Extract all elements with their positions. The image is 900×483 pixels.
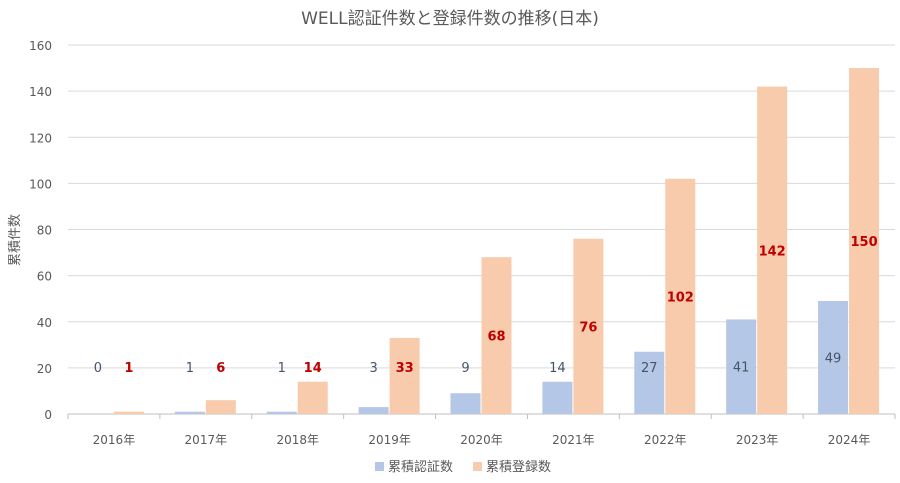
bar-registered <box>665 178 696 414</box>
y-tick-label: 80 <box>37 224 52 238</box>
bar-registered <box>389 337 420 414</box>
data-label: 41 <box>733 361 750 376</box>
chart-title: WELL認証件数と登録件数の推移(日本) <box>301 9 599 29</box>
data-label: 33 <box>396 361 414 376</box>
bar-registered <box>481 257 512 414</box>
y-tick-label: 120 <box>29 131 52 145</box>
x-tick-label: 2017年 <box>185 433 228 447</box>
data-label: 150 <box>850 235 877 250</box>
bar-registered <box>205 400 236 414</box>
x-tick-label: 2022年 <box>644 433 687 447</box>
data-label: 14 <box>549 361 566 376</box>
legend-label: 累積登録数 <box>486 460 551 475</box>
y-tick-label: 20 <box>37 362 52 376</box>
data-label: 1 <box>186 361 194 376</box>
data-label: 49 <box>825 351 842 366</box>
x-tick-label: 2021年 <box>552 433 595 447</box>
y-tick-label: 140 <box>29 85 52 99</box>
data-label: 27 <box>641 361 658 376</box>
data-label: 6 <box>216 361 225 376</box>
bar-certified <box>358 407 389 414</box>
y-tick-label: 40 <box>37 316 52 330</box>
bar-registered <box>297 381 328 414</box>
x-tick-label: 2024年 <box>828 433 871 447</box>
x-tick-label: 2018年 <box>276 433 319 447</box>
data-label: 14 <box>304 361 322 376</box>
data-label: 3 <box>369 361 377 376</box>
data-label: 102 <box>667 290 694 305</box>
bar-certified <box>818 300 849 414</box>
y-tick-label: 160 <box>29 39 52 53</box>
data-label: 1 <box>278 361 286 376</box>
y-tick-label: 100 <box>29 177 52 191</box>
bar-certified <box>266 411 297 414</box>
data-label: 76 <box>579 320 597 335</box>
data-label: 68 <box>487 330 505 345</box>
bar-registered <box>113 411 144 414</box>
data-label: 142 <box>759 244 786 259</box>
data-label: 0 <box>94 361 102 376</box>
data-label: 9 <box>461 361 469 376</box>
legend-label: 累積認証数 <box>388 459 453 475</box>
bar-registered <box>849 68 880 414</box>
data-label: 1 <box>124 361 133 376</box>
legend-swatch <box>375 462 384 471</box>
bar-registered <box>757 86 788 414</box>
y-tick-label: 0 <box>44 408 52 422</box>
bar-registered <box>573 238 604 414</box>
legend: 累積認証数 累積登録数 <box>375 459 551 475</box>
legend-swatch <box>473 462 482 471</box>
x-tick-label: 2020年 <box>460 433 503 447</box>
bar-certified <box>634 351 665 414</box>
x-tick-label: 2019年 <box>368 433 411 447</box>
bar-certified <box>450 393 481 414</box>
y-axis-label: 累積件数 <box>8 214 23 266</box>
bar-certified <box>542 381 573 414</box>
bar-certified <box>174 411 205 414</box>
x-tick-label: 2016年 <box>93 433 136 447</box>
x-tick-label: 2023年 <box>736 433 779 447</box>
y-tick-label: 60 <box>37 270 52 284</box>
bar-certified <box>726 319 757 414</box>
